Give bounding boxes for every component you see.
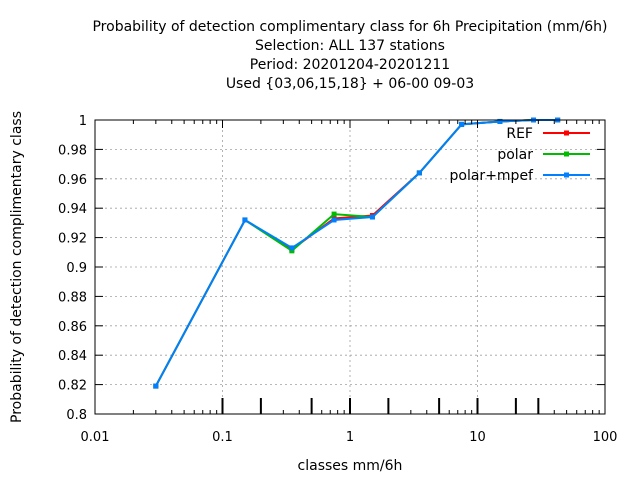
data-point-polar-mpef bbox=[289, 245, 295, 251]
legend-marker-polar-mpef bbox=[564, 172, 569, 178]
data-point-polar bbox=[331, 211, 337, 217]
y-axis-label: Probability of detection complimentary c… bbox=[9, 111, 25, 423]
y-tick-label: 0.94 bbox=[58, 202, 87, 217]
legend-marker-ref bbox=[564, 130, 569, 136]
legend-label-polar-mpef: polar+mpef bbox=[450, 168, 535, 184]
x-tick-label: 10 bbox=[469, 430, 486, 445]
data-point-polar-mpef bbox=[416, 170, 422, 176]
data-point-polar-mpef bbox=[459, 121, 465, 127]
grid bbox=[94, 119, 606, 415]
legend: REF polar polar+mpef bbox=[450, 126, 590, 184]
y-tick-label: 0.8 bbox=[66, 408, 87, 423]
axis-ticks: 0.80.820.840.860.880.90.920.940.960.9810… bbox=[58, 114, 617, 445]
data-point-polar-mpef bbox=[369, 214, 375, 220]
y-tick-label: 1 bbox=[79, 114, 87, 129]
title-line-2: Selection: ALL 137 stations bbox=[255, 38, 445, 54]
x-tick-label: 100 bbox=[593, 430, 618, 445]
y-tick-label: 0.98 bbox=[58, 143, 87, 158]
data-point-polar-mpef bbox=[331, 217, 337, 223]
series-lines bbox=[153, 117, 561, 389]
x-tick-label: 1 bbox=[346, 430, 354, 445]
y-tick-label: 0.9 bbox=[66, 261, 87, 276]
y-tick-label: 0.84 bbox=[58, 349, 87, 364]
x-axis-label: classes mm/6h bbox=[298, 458, 403, 474]
y-tick-label: 0.92 bbox=[58, 232, 87, 247]
y-tick-label: 0.96 bbox=[58, 173, 87, 188]
y-tick-label: 0.88 bbox=[58, 290, 87, 305]
x-tick-label: 0.01 bbox=[81, 430, 110, 445]
legend-label-polar: polar bbox=[497, 147, 533, 163]
data-point-polar-mpef bbox=[242, 217, 248, 223]
x-tick-label: 0.1 bbox=[212, 430, 233, 445]
legend-marker-polar bbox=[564, 151, 569, 157]
series-line-polar-mpef bbox=[154, 119, 558, 387]
y-tick-label: 0.86 bbox=[58, 320, 87, 335]
title-line-1: Probability of detection complimentary c… bbox=[92, 19, 608, 35]
class-marks bbox=[221, 398, 540, 414]
data-point-polar-mpef bbox=[497, 118, 503, 124]
title-line-3: Period: 20201204-20201211 bbox=[249, 57, 451, 73]
legend-label-ref: REF bbox=[506, 126, 533, 142]
title-line-4: Used {03,06,15,18} + 06-00 09-03 bbox=[225, 76, 475, 92]
y-tick-label: 0.82 bbox=[58, 379, 87, 394]
data-point-polar-mpef bbox=[153, 383, 159, 389]
data-point-polar bbox=[289, 248, 295, 254]
chart-title: Probability of detection complimentary c… bbox=[0, 18, 640, 94]
